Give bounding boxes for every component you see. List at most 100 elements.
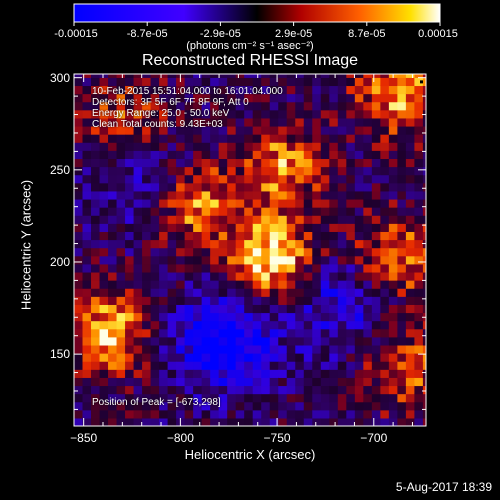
heatmap-cell [235,401,245,411]
heatmap-cell [108,190,118,200]
heatmap-cell [414,74,424,78]
heatmap-cell [261,328,271,338]
heatmap-cell [184,85,194,95]
heatmap-cell [380,239,390,249]
heatmap-cell [116,328,126,338]
heatmap-cell [252,77,262,87]
heatmap-cell [320,361,330,370]
heatmap-cell [405,117,415,127]
heatmap-cell [167,134,177,143]
heatmap-cell [201,320,211,330]
heatmap-cell [278,223,288,232]
heatmap-cell [329,336,339,346]
heatmap-cell [116,231,126,241]
heatmap-cell [252,101,262,111]
heatmap-cell [74,304,84,314]
heatmap-cell [167,361,177,370]
heatmap-cell [329,182,339,192]
heatmap-cell [184,401,194,411]
heatmap-cell [244,166,254,176]
heatmap-cell [82,304,92,314]
heatmap-cell [303,263,313,273]
heatmap-cell [108,101,118,111]
heatmap-cell [184,198,194,208]
heatmap-cell [414,336,424,346]
heatmap-cell [354,166,364,176]
heatmap-cell [193,198,203,208]
heatmap-cell [371,328,381,338]
heatmap-cell [108,134,118,143]
heatmap-cell [159,223,169,232]
heatmap-cell [82,417,92,426]
heatmap-cell [244,401,254,411]
heatmap-cell [371,271,381,281]
heatmap-cell [82,280,92,289]
heatmap-cell [380,134,390,143]
heatmap-cell [91,93,101,103]
heatmap-cell [278,109,288,119]
heatmap-cell [346,417,356,426]
heatmap-cell [218,263,228,273]
heatmap-cell [320,304,330,314]
heatmap-cell [252,247,262,257]
heatmap-cell [312,231,322,241]
heatmap-cell [388,198,398,208]
heatmap-cell [133,85,143,95]
heatmap-cell [142,312,152,322]
heatmap-cell [176,134,186,143]
peak-marker [420,80,423,84]
heatmap-cell [320,320,330,330]
heatmap-cell [422,377,426,387]
heatmap-cell [346,166,356,176]
heatmap-cell [176,109,186,119]
heatmap-cell [397,117,407,127]
heatmap-cell [312,85,322,95]
heatmap-cell [244,93,254,103]
heatmap-cell [244,85,254,95]
heatmap-cell [125,255,135,265]
heatmap-cell [193,74,203,78]
heatmap-cell [176,353,186,362]
heatmap-cell [116,247,126,257]
heatmap-cell [235,296,245,305]
heatmap-cell [159,239,169,249]
heatmap-cell [261,312,271,322]
heatmap-cell [269,134,279,143]
heatmap-cell [150,190,160,200]
heatmap-cell [252,320,262,330]
heatmap-cell [133,198,143,208]
heatmap-cell [201,239,211,249]
heatmap-cell [184,182,194,192]
heatmap-cell [320,134,330,143]
heatmap-cell [142,231,152,241]
heatmap-cell [82,263,92,273]
heatmap-cell [320,198,330,208]
heatmap-cell [133,409,143,419]
heatmap-cell [380,190,390,200]
heatmap-cell [193,158,203,168]
heatmap-cell [210,74,220,78]
heatmap-cell [278,320,288,330]
heatmap-cell [422,231,426,241]
heatmap-cell [286,409,296,419]
heatmap-cell [354,361,364,370]
heatmap-cell [320,336,330,346]
heatmap-cell [329,344,339,354]
heatmap-cell [227,182,237,192]
heatmap-cell [116,182,126,192]
heatmap-cell [371,125,381,135]
heatmap-cell [380,344,390,354]
heatmap-cell [371,304,381,314]
heatmap-cell [201,336,211,346]
heatmap-cell [312,320,322,330]
heatmap-cell [414,150,424,160]
heatmap-cell [269,304,279,314]
heatmap-cell [371,247,381,257]
heatmap-cell [201,77,211,87]
heatmap-cell [218,271,228,281]
heatmap-cell [133,385,143,395]
heatmap-cell [252,85,262,95]
heatmap-image [74,74,426,426]
heatmap-cell [201,142,211,151]
heatmap-cell [74,223,84,232]
